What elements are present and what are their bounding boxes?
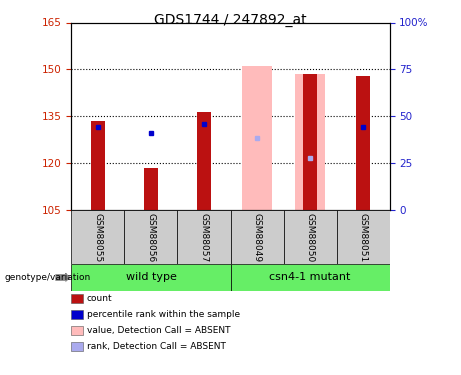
Bar [177,210,230,264]
Bar [230,264,390,291]
Text: percentile rank within the sample: percentile rank within the sample [87,310,240,319]
Bar [356,76,370,210]
Bar [242,66,272,210]
Text: GSM88049: GSM88049 [253,213,261,262]
Bar [91,121,105,210]
Text: value, Detection Call = ABSENT: value, Detection Call = ABSENT [87,326,230,335]
Bar [197,112,211,210]
Text: GSM88057: GSM88057 [200,213,208,262]
Text: GDS1744 / 247892_at: GDS1744 / 247892_at [154,13,307,27]
Text: GSM88056: GSM88056 [147,213,155,262]
Text: rank, Detection Call = ABSENT: rank, Detection Call = ABSENT [87,342,225,351]
Bar [144,168,158,210]
Text: count: count [87,294,112,303]
Bar [71,210,124,264]
Bar [284,210,337,264]
Text: csn4-1 mutant: csn4-1 mutant [269,273,351,282]
Text: GSM88050: GSM88050 [306,213,314,262]
Bar [124,210,177,264]
Text: GSM88051: GSM88051 [359,213,367,262]
Text: wild type: wild type [125,273,177,282]
Bar [71,264,230,291]
Text: GSM88055: GSM88055 [94,213,102,262]
Bar [230,210,284,264]
Bar [296,74,325,210]
Bar [337,210,390,264]
Bar [303,74,317,210]
Text: genotype/variation: genotype/variation [5,273,91,282]
